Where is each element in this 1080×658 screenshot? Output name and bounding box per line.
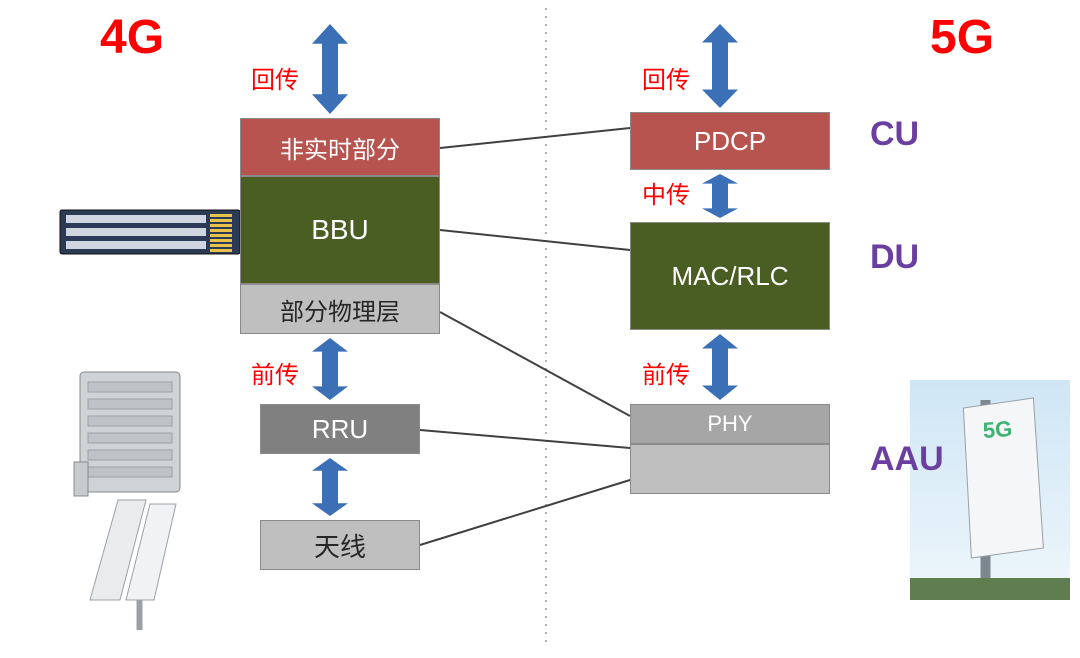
equipment-5g-aau: 5G [910, 380, 1070, 600]
unit-label-aau: AAU [870, 440, 944, 479]
box-non-realtime-label: 非实时部分 [280, 130, 400, 165]
box-bbu: BBU [240, 176, 440, 284]
box-antenna-label: 天线 [314, 527, 366, 564]
unit-label-cu: CU [870, 115, 919, 154]
ml3 [440, 312, 630, 416]
box-rru: RRU [260, 404, 420, 454]
box-mac-rlc-label: MAC/RLC [671, 261, 788, 292]
svg-text:5G: 5G [982, 416, 1013, 443]
box-non-realtime: 非实时部分 [240, 118, 440, 176]
box-phy-label: PHY [707, 411, 752, 437]
overlay-svg: 5G [0, 0, 1080, 658]
box-bbu-label: BBU [311, 214, 369, 246]
diagram-stage: { "canvas":{"w":1080,"h":658,"bg":"#ffff… [0, 0, 1080, 658]
equipment-rru [74, 372, 180, 496]
label-midhaul-5g: 中传 [642, 175, 690, 210]
equipment-antenna [90, 500, 176, 630]
box-mac-rlc: MAC/RLC [630, 222, 830, 330]
unit-label-du: DU [870, 238, 919, 277]
box-rru-label: RRU [312, 414, 368, 445]
va-4g-top [312, 24, 348, 114]
equipment-bbu-rack [60, 210, 240, 254]
mapping-lines [420, 128, 630, 545]
va-4g-front [312, 338, 348, 400]
box-partial-phy-label: 部分物理层 [280, 292, 400, 327]
label-backhaul-4g: 回传 [251, 60, 299, 95]
va-5g-top [702, 24, 738, 108]
title-5g: 5G [930, 10, 994, 65]
box-phy: PHY [630, 404, 830, 444]
box-pdcp: PDCP [630, 112, 830, 170]
ml2 [440, 230, 630, 250]
label-backhaul-5g: 回传 [642, 60, 690, 95]
ml1 [440, 128, 630, 148]
ml5 [420, 480, 630, 545]
va-4g-rru-ant [312, 458, 348, 516]
va-5g-front [702, 334, 738, 400]
box-aau-lower [630, 444, 830, 494]
title-4g: 4G [100, 10, 164, 65]
ml4 [420, 430, 630, 448]
box-partial-phy: 部分物理层 [240, 284, 440, 334]
label-fronthaul-5g: 前传 [642, 355, 690, 390]
box-antenna: 天线 [260, 520, 420, 570]
box-pdcp-label: PDCP [694, 126, 766, 157]
label-fronthaul-4g: 前传 [251, 355, 299, 390]
va-5g-mid [702, 174, 738, 218]
